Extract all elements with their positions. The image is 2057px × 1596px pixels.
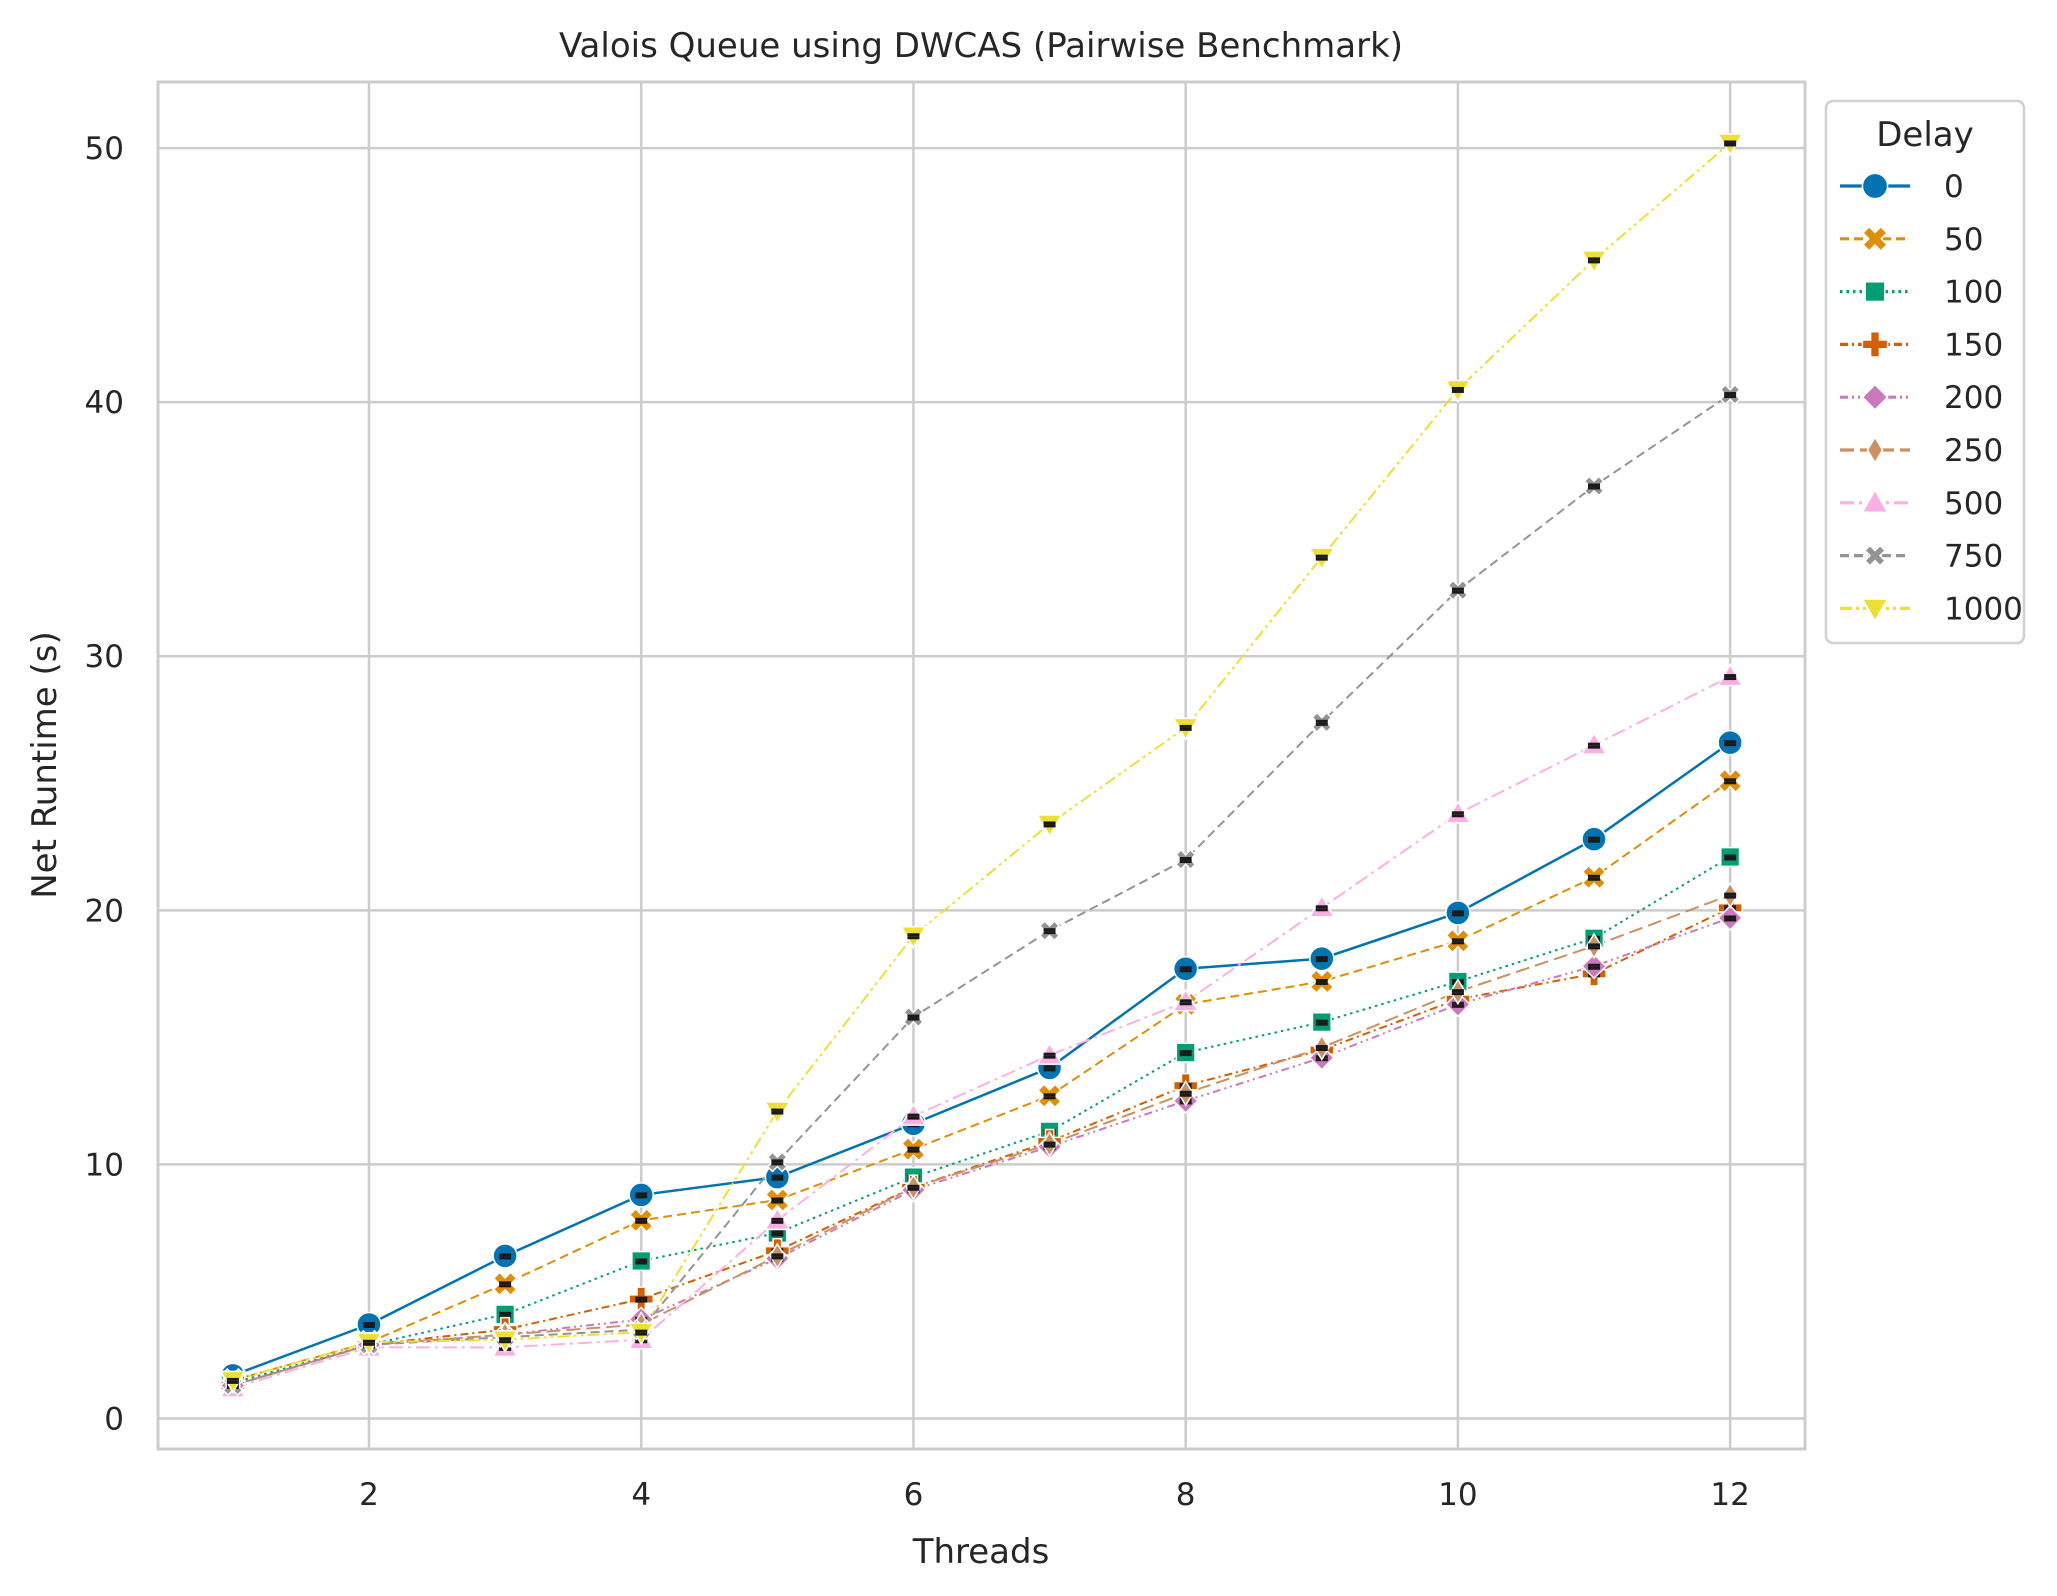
legend-label-200: 200 <box>1944 380 2003 416</box>
y-tick-label: 0 <box>104 1402 124 1438</box>
x-tick-label: 10 <box>1438 1477 1477 1513</box>
legend-marker-100 <box>1864 281 1886 303</box>
x-tick-label: 12 <box>1710 1477 1749 1513</box>
y-tick-label: 10 <box>85 1147 124 1183</box>
y-tick-label: 30 <box>85 639 124 675</box>
legend-label-1000: 1000 <box>1944 591 2023 627</box>
x-tick-label: 2 <box>359 1477 379 1513</box>
legend-label-500: 500 <box>1944 486 2003 522</box>
legend-marker-500 <box>1861 488 1889 513</box>
series-line-150 <box>232 906 1731 1387</box>
series-line-50 <box>232 779 1731 1382</box>
series-line-750 <box>232 393 1731 1387</box>
legend: Delay 0 50 100 150 200 250 500 750 1000 <box>1824 99 2026 645</box>
legend-marker-50 <box>1861 225 1889 252</box>
grid-lines <box>156 80 1807 1451</box>
y-axis-label: Net Runtime (s) <box>25 631 65 899</box>
legend-marker-250 <box>1866 435 1884 465</box>
x-tick-label: 6 <box>904 1477 924 1513</box>
legend-label-50: 50 <box>1944 222 1983 258</box>
series-line-0 <box>232 741 1731 1377</box>
series-line-1000 <box>232 142 1731 1382</box>
legend-label-250: 250 <box>1944 433 2003 469</box>
x-axis-label: Threads <box>912 1532 1050 1572</box>
x-tick-label: 8 <box>1176 1477 1196 1513</box>
legend-title: Delay <box>1876 115 1974 155</box>
series-line-250 <box>232 894 1731 1387</box>
legend-label-750: 750 <box>1944 539 2003 575</box>
y-tick-label: 40 <box>85 385 124 421</box>
tick-labels: 2 4 6 8 10 12 0 10 20 30 40 50 <box>85 131 1750 1513</box>
legend-marker-150 <box>1861 331 1889 358</box>
legend-marker-1000 <box>1861 598 1889 623</box>
series-markers <box>219 133 1744 1399</box>
legend-label-0: 0 <box>1944 169 1964 205</box>
legend-marker-0 <box>1861 172 1889 200</box>
series-line-500 <box>232 675 1731 1389</box>
plot-frame <box>156 80 1807 1451</box>
legend-marker-200 <box>1861 383 1889 411</box>
y-tick-label: 50 <box>85 131 124 167</box>
legend-label-150: 150 <box>1944 327 2003 363</box>
series-lines <box>232 142 1731 1389</box>
x-tick-label: 4 <box>631 1477 651 1513</box>
y-tick-label: 20 <box>85 893 124 929</box>
chart-title: Valois Queue using DWCAS (Pairwise Bench… <box>559 26 1403 66</box>
legend-marker-750 <box>1863 544 1887 567</box>
legend-label-100: 100 <box>1944 275 2003 311</box>
